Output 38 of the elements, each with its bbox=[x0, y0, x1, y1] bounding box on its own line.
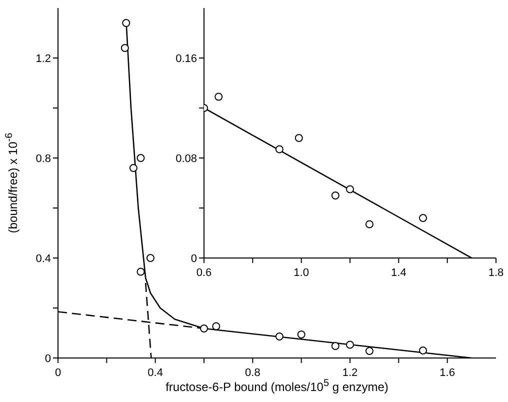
point bbox=[365, 347, 374, 355]
point bbox=[136, 268, 145, 276]
point bbox=[331, 192, 340, 200]
point bbox=[212, 322, 220, 330]
point bbox=[297, 330, 306, 338]
y-tick-label: 0 bbox=[44, 352, 51, 365]
point bbox=[120, 44, 129, 52]
point bbox=[146, 254, 154, 262]
y-tick-label: 0.08 bbox=[176, 152, 197, 165]
y-tick-label: 0 bbox=[190, 252, 197, 265]
x-tick-label: 0.8 bbox=[245, 367, 260, 379]
x-axis-title: fructose-6-P bound (moles/10$^{5}$ g enzyme) bbox=[164, 378, 390, 394]
point bbox=[346, 340, 354, 349]
x-tick-label: 1.8 bbox=[488, 267, 504, 279]
point bbox=[136, 154, 145, 162]
point bbox=[331, 342, 340, 350]
y-tick-label: 0.16 bbox=[176, 52, 197, 65]
x-tick-label: 0.6 bbox=[196, 267, 212, 279]
point bbox=[200, 324, 208, 332]
point bbox=[365, 220, 374, 228]
y-tick-label: 1.2 bbox=[36, 52, 51, 65]
x-tick-label: 1.6 bbox=[440, 367, 455, 379]
y-tick-label: 0.4 bbox=[36, 252, 51, 265]
point bbox=[129, 164, 138, 172]
point bbox=[275, 332, 284, 340]
x-tick-label: 0.4 bbox=[148, 367, 163, 379]
y-tick-label: 0.8 bbox=[36, 152, 51, 165]
point bbox=[275, 145, 284, 154]
x-tick-label: 0 bbox=[54, 367, 62, 379]
point bbox=[419, 214, 427, 222]
x-tick-label: 1.0 bbox=[294, 267, 309, 279]
x-tick-label: 1.2 bbox=[342, 367, 358, 379]
point bbox=[122, 19, 130, 27]
point bbox=[346, 185, 354, 194]
point bbox=[419, 346, 427, 354]
point bbox=[294, 134, 303, 142]
x-tick-label: 1.4 bbox=[391, 267, 406, 279]
point bbox=[214, 92, 223, 101]
